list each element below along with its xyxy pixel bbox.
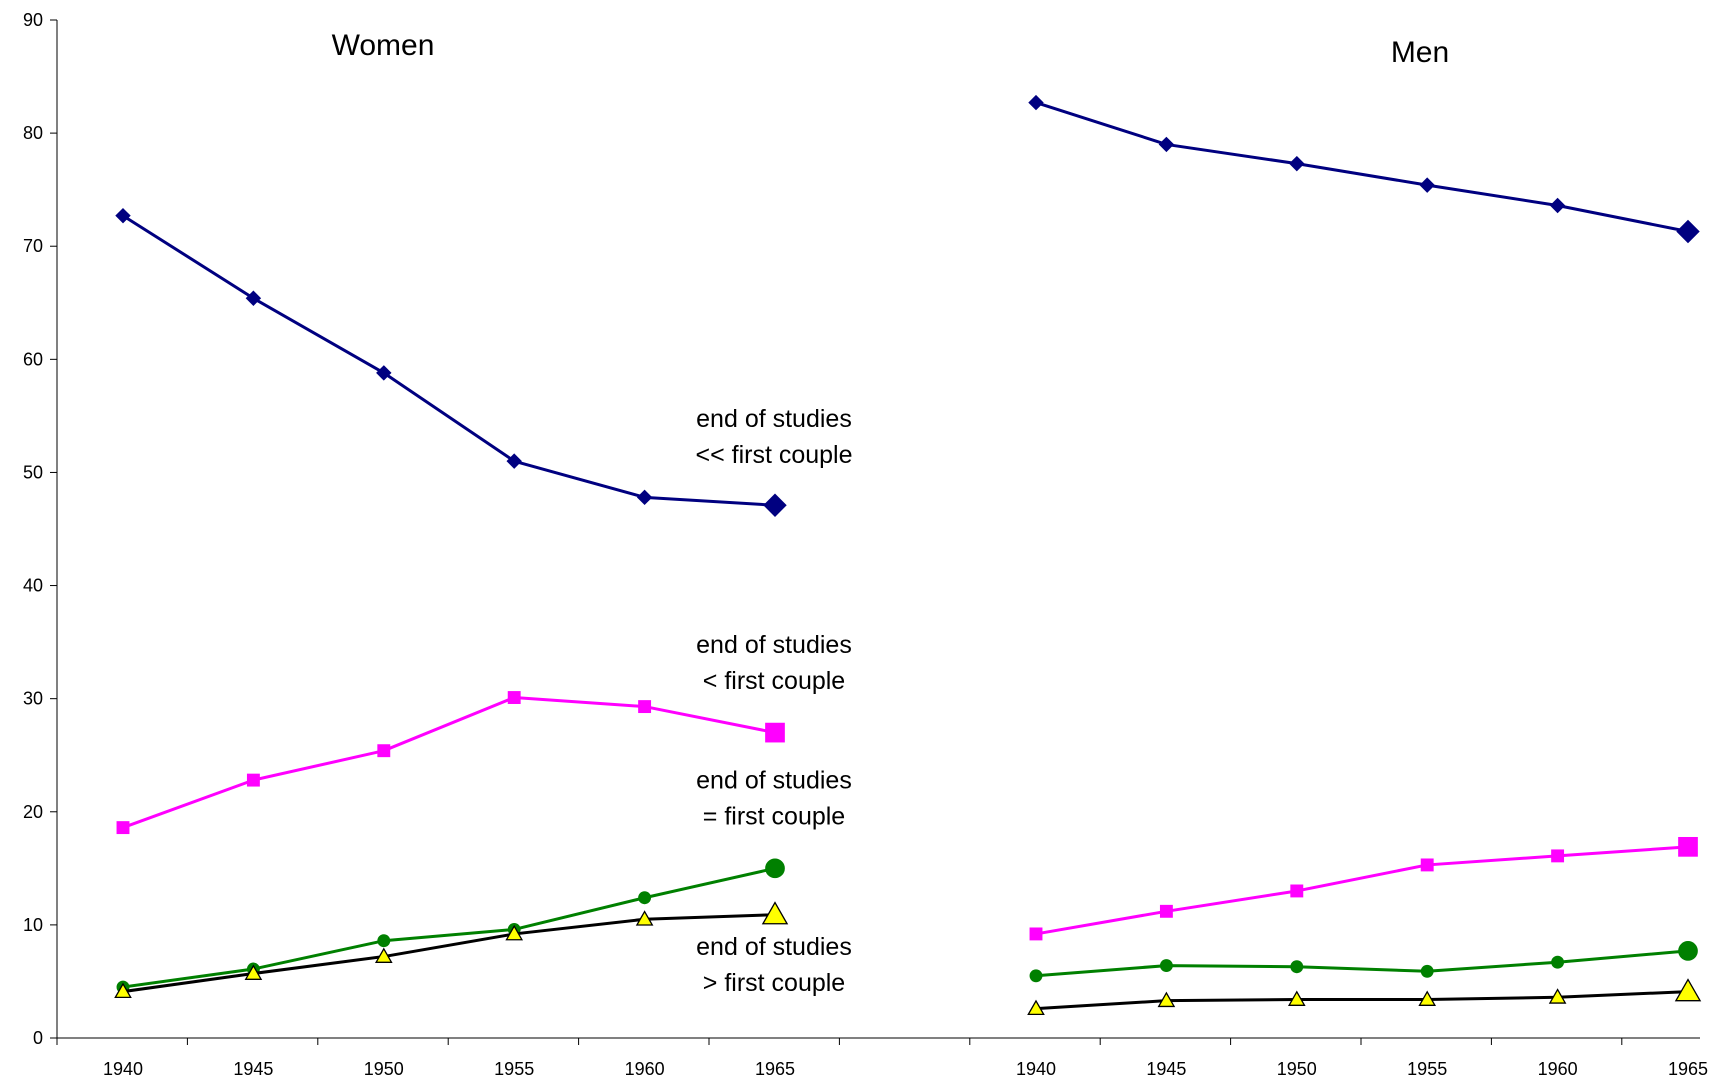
y-tick-label: 80 (23, 123, 43, 143)
data-point-square (1678, 836, 1698, 857)
x-tick-label: 1960 (625, 1059, 665, 1079)
series-line (1035, 101, 1689, 233)
axes: 0 10 20 30 40 50 60 70 80 90 1940 1945 1950 1955 1960 1… (23, 10, 1708, 1079)
data-point-triangle (1674, 978, 1702, 1002)
y-tick-label: 0 (33, 1028, 43, 1048)
series-line (122, 696, 776, 830)
annotation-line2: > first couple (703, 969, 845, 997)
data-point-triangle (114, 982, 132, 999)
panel-title-men: Men (1391, 36, 1449, 69)
y-tick-label: 20 (23, 802, 43, 822)
data-point-square (377, 744, 391, 758)
data-point-diamond (1158, 136, 1175, 153)
y-tick-label: 50 (23, 462, 43, 482)
annotation-line1: end of studies (696, 767, 852, 795)
series-1-women (116, 691, 785, 835)
y-tick-label: 90 (23, 10, 43, 30)
data-point-circle (1029, 969, 1043, 983)
series-line (122, 214, 776, 507)
data-point-square (638, 700, 652, 714)
x-tick-label: 1965 (1668, 1059, 1708, 1079)
x-tick-label: 1940 (1016, 1059, 1056, 1079)
series-group (114, 94, 1702, 1016)
series-line (1035, 845, 1689, 936)
data-point-square (507, 691, 521, 704)
annotations: end of studies << first couple end of stud… (695, 405, 852, 997)
annotation-line2: = first couple (703, 803, 845, 831)
y-tick-label: 60 (23, 349, 43, 369)
data-point-square (1029, 927, 1043, 941)
data-point-circle (377, 934, 391, 948)
series-1-men (1029, 836, 1698, 941)
series-line (1035, 949, 1689, 978)
data-point-diamond (506, 453, 522, 469)
series-line (122, 913, 776, 994)
data-point-diamond (1289, 155, 1305, 172)
data-point-triangle (1287, 990, 1306, 1006)
data-point-square (1290, 884, 1304, 898)
x-tick-label: 1955 (494, 1059, 534, 1079)
x-tick-label: 1965 (755, 1059, 795, 1079)
data-point-circle (1159, 959, 1173, 973)
y-tick-label: 70 (23, 236, 43, 256)
data-point-square (1159, 904, 1173, 918)
data-point-square (765, 722, 785, 743)
x-tick-label: 1950 (1277, 1059, 1317, 1079)
data-point-diamond (376, 365, 392, 381)
data-point-circle (1678, 941, 1698, 961)
y-tick-label: 30 (23, 689, 43, 709)
data-point-diamond (1028, 94, 1044, 111)
data-point-square (246, 773, 260, 787)
data-point-circle (765, 858, 785, 879)
series-2-men (1029, 941, 1698, 983)
x-tick-label: 1940 (103, 1059, 143, 1079)
data-point-triangle (374, 947, 393, 963)
data-point-square (1420, 858, 1434, 872)
data-point-square (1551, 849, 1565, 863)
data-point-triangle (1027, 999, 1045, 1016)
data-point-diamond (636, 489, 653, 506)
data-point-diamond (1419, 177, 1435, 193)
data-point-triangle (635, 910, 654, 926)
data-point-diamond (115, 207, 131, 224)
annotation-line1: end of studies (696, 405, 852, 433)
data-point-diamond (245, 290, 262, 306)
series-3-men (1027, 978, 1702, 1016)
series-line (1035, 990, 1689, 1011)
data-point-triangle (1157, 991, 1176, 1008)
annotation-line2: < first couple (703, 667, 845, 695)
data-point-circle (638, 891, 652, 905)
annotation-line2: << first couple (695, 441, 852, 469)
annotation-line1: end of studies (696, 631, 852, 659)
data-point-triangle (761, 901, 789, 925)
data-point-diamond (1676, 219, 1700, 244)
data-point-triangle (244, 964, 263, 980)
panel-titles: Women Men (332, 29, 1450, 69)
x-tick-label: 1945 (233, 1059, 273, 1079)
data-point-circle (1551, 955, 1565, 969)
series-3-women (114, 901, 789, 999)
data-point-circle (1420, 964, 1434, 978)
series-0-men (1028, 94, 1700, 244)
x-tick-label: 1960 (1538, 1059, 1578, 1079)
annotation-line1: end of studies (696, 933, 852, 961)
series-line (122, 866, 776, 989)
data-point-circle (1290, 960, 1304, 974)
data-point-square (116, 821, 130, 835)
data-point-triangle (505, 924, 524, 941)
series-0-women (115, 207, 787, 517)
y-tick-label: 10 (23, 915, 43, 935)
data-point-triangle (1548, 988, 1567, 1004)
data-point-diamond (763, 493, 787, 517)
x-tick-label: 1950 (364, 1059, 404, 1079)
series-2-women (116, 858, 785, 994)
data-point-diamond (1549, 197, 1566, 214)
y-tick-label: 40 (23, 576, 43, 596)
panel-title-women: Women (332, 29, 435, 62)
x-tick-label: 1955 (1407, 1059, 1447, 1079)
data-point-triangle (1418, 990, 1437, 1006)
x-tick-label: 1945 (1146, 1059, 1186, 1079)
